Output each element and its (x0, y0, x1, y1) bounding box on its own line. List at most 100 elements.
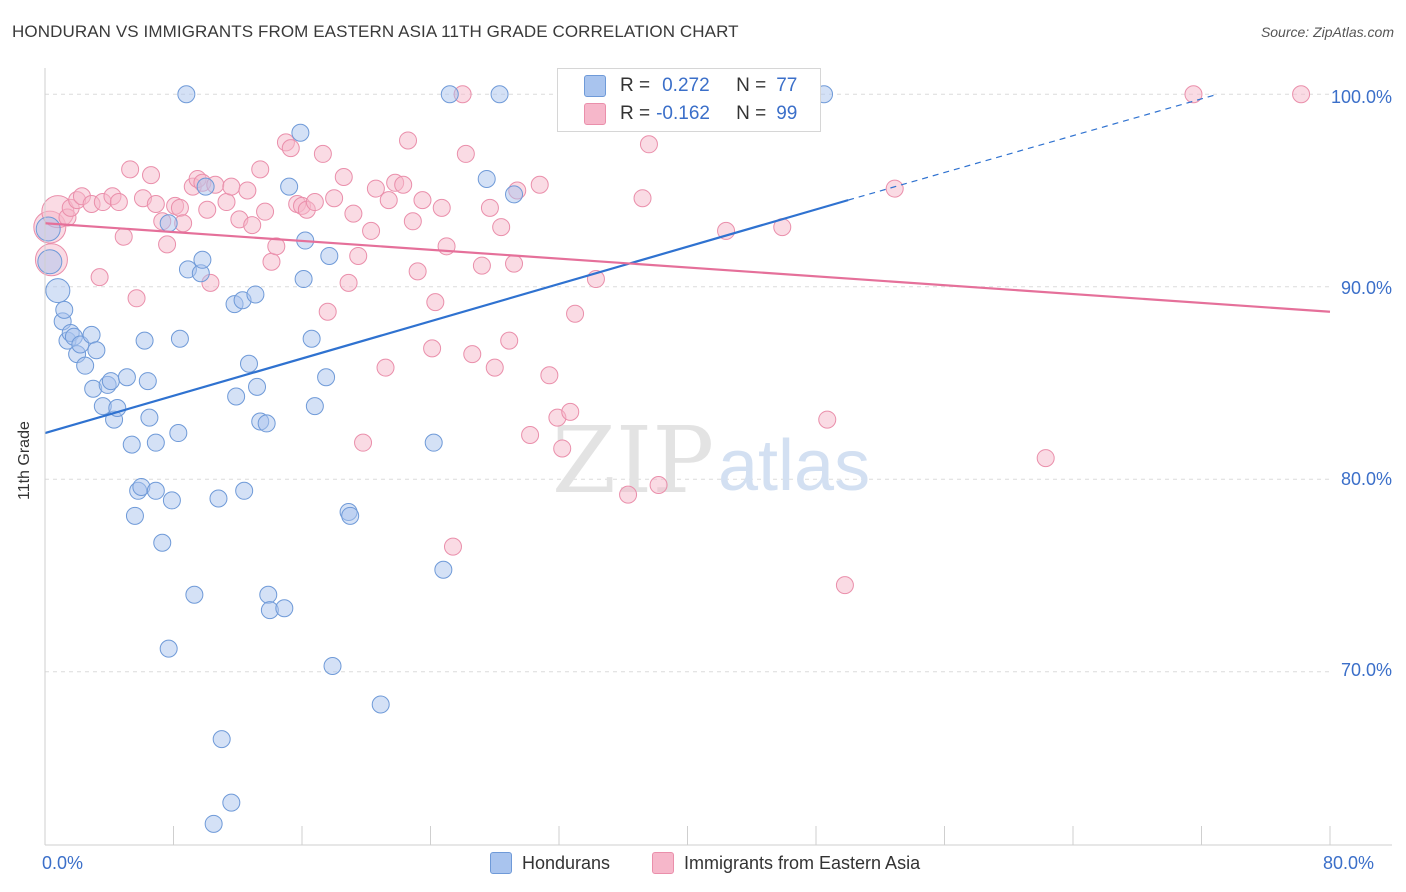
point-asia (540, 366, 559, 385)
point-hondurans (196, 177, 215, 196)
chart-source: Source: ZipAtlas.com (1260, 24, 1394, 40)
point-hondurans (222, 793, 241, 812)
legend-label-hondurans: Hondurans (522, 852, 611, 873)
point-hondurans (371, 695, 390, 714)
axes (44, 68, 1392, 846)
legend-r-value: -0.162 (656, 103, 710, 124)
point-hondurans (317, 368, 336, 387)
y-tick-label-80: 80.0% (1340, 469, 1392, 489)
point-asia (238, 181, 257, 200)
point-hondurans (135, 331, 154, 350)
point-asia (639, 135, 658, 154)
point-asia (262, 252, 281, 271)
point-hondurans (162, 491, 181, 510)
point-hondurans (305, 397, 324, 416)
legend-r-label: R = (620, 103, 651, 124)
point-asia (423, 339, 442, 358)
point-hondurans (153, 533, 172, 552)
point-hondurans (117, 368, 136, 387)
x-tick-label-max: 80.0% (1323, 853, 1375, 873)
point-asia (521, 425, 540, 444)
point-asia (1184, 85, 1203, 104)
y-axis-label: 11th Grade (16, 421, 33, 500)
point-asia (480, 198, 499, 217)
point-hondurans (193, 250, 212, 269)
point-hondurans (169, 424, 188, 443)
point-hondurans (82, 325, 101, 344)
point-hondurans (239, 354, 258, 373)
point-asia (366, 179, 385, 198)
point-hondurans (424, 433, 443, 452)
point-asia (456, 144, 475, 163)
legend-n-label: N = (736, 75, 767, 96)
point-hondurans (177, 85, 196, 104)
point-hondurans (248, 377, 267, 396)
legend-n-value: 77 (776, 75, 798, 96)
point-hondurans (87, 341, 106, 360)
legend-r-label: R = (620, 75, 651, 96)
point-hondurans (76, 356, 95, 375)
point-hondurans (320, 246, 339, 265)
point-asia (463, 345, 482, 364)
point-hondurans (37, 249, 63, 275)
point-hondurans (477, 169, 496, 188)
point-asia (472, 256, 491, 275)
point-hondurans (146, 481, 165, 500)
legend-row-asia: R = -0.162 N = 99 (584, 101, 797, 127)
point-asia (413, 191, 432, 210)
trend-lines (44, 93, 1331, 435)
trend-line-asia (44, 222, 1331, 313)
point-hondurans (275, 599, 294, 618)
point-asia (198, 200, 217, 219)
point-asia (443, 537, 462, 556)
point-hondurans (341, 506, 360, 525)
point-asia (362, 221, 381, 240)
legend-swatch-hondurans (584, 75, 606, 97)
point-asia (281, 139, 300, 158)
point-asia (399, 131, 418, 150)
point-asia (835, 576, 854, 595)
point-asia (146, 194, 165, 213)
x-tick-label-min: 0.0% (42, 853, 84, 873)
point-hondurans (122, 435, 141, 454)
stats-legend: R = 0.272 N = 77 R = -0.162 N = 99 (557, 68, 821, 132)
point-asia (318, 302, 337, 321)
point-asia (217, 193, 236, 212)
point-asia (633, 189, 652, 208)
point-hondurans (235, 481, 254, 500)
point-asia (485, 358, 504, 377)
point-asia (566, 304, 585, 323)
point-asia (267, 237, 286, 256)
legend-n-value: 99 (776, 103, 798, 124)
point-asia (114, 227, 133, 246)
point-hondurans (170, 329, 189, 348)
legend-item-hondurans: Hondurans (490, 852, 610, 874)
point-hondurans (125, 506, 144, 525)
point-hondurans (440, 85, 459, 104)
point-hondurans (101, 372, 120, 391)
point-asia (313, 144, 332, 163)
point-asia (505, 254, 524, 273)
legend-swatch-asia (652, 852, 674, 874)
legend-swatch-hondurans (490, 852, 512, 874)
trend-line-hondurans-extension (847, 93, 1218, 201)
point-asia (394, 175, 413, 194)
point-hondurans (159, 639, 178, 658)
point-hondurans (212, 730, 231, 749)
point-asia (885, 179, 904, 198)
point-asia (649, 476, 668, 495)
point-asia (432, 198, 451, 217)
point-asia (251, 160, 270, 179)
point-asia (325, 189, 344, 208)
point-asia (339, 273, 358, 292)
point-hondurans (185, 585, 204, 604)
point-hondurans (505, 185, 524, 204)
point-hondurans (434, 560, 453, 579)
point-asia (500, 331, 519, 350)
point-hondurans (35, 216, 61, 242)
point-asia (142, 166, 161, 185)
point-hondurans (55, 300, 74, 319)
point-hondurans (257, 414, 276, 433)
trend-line-hondurans (44, 199, 849, 435)
